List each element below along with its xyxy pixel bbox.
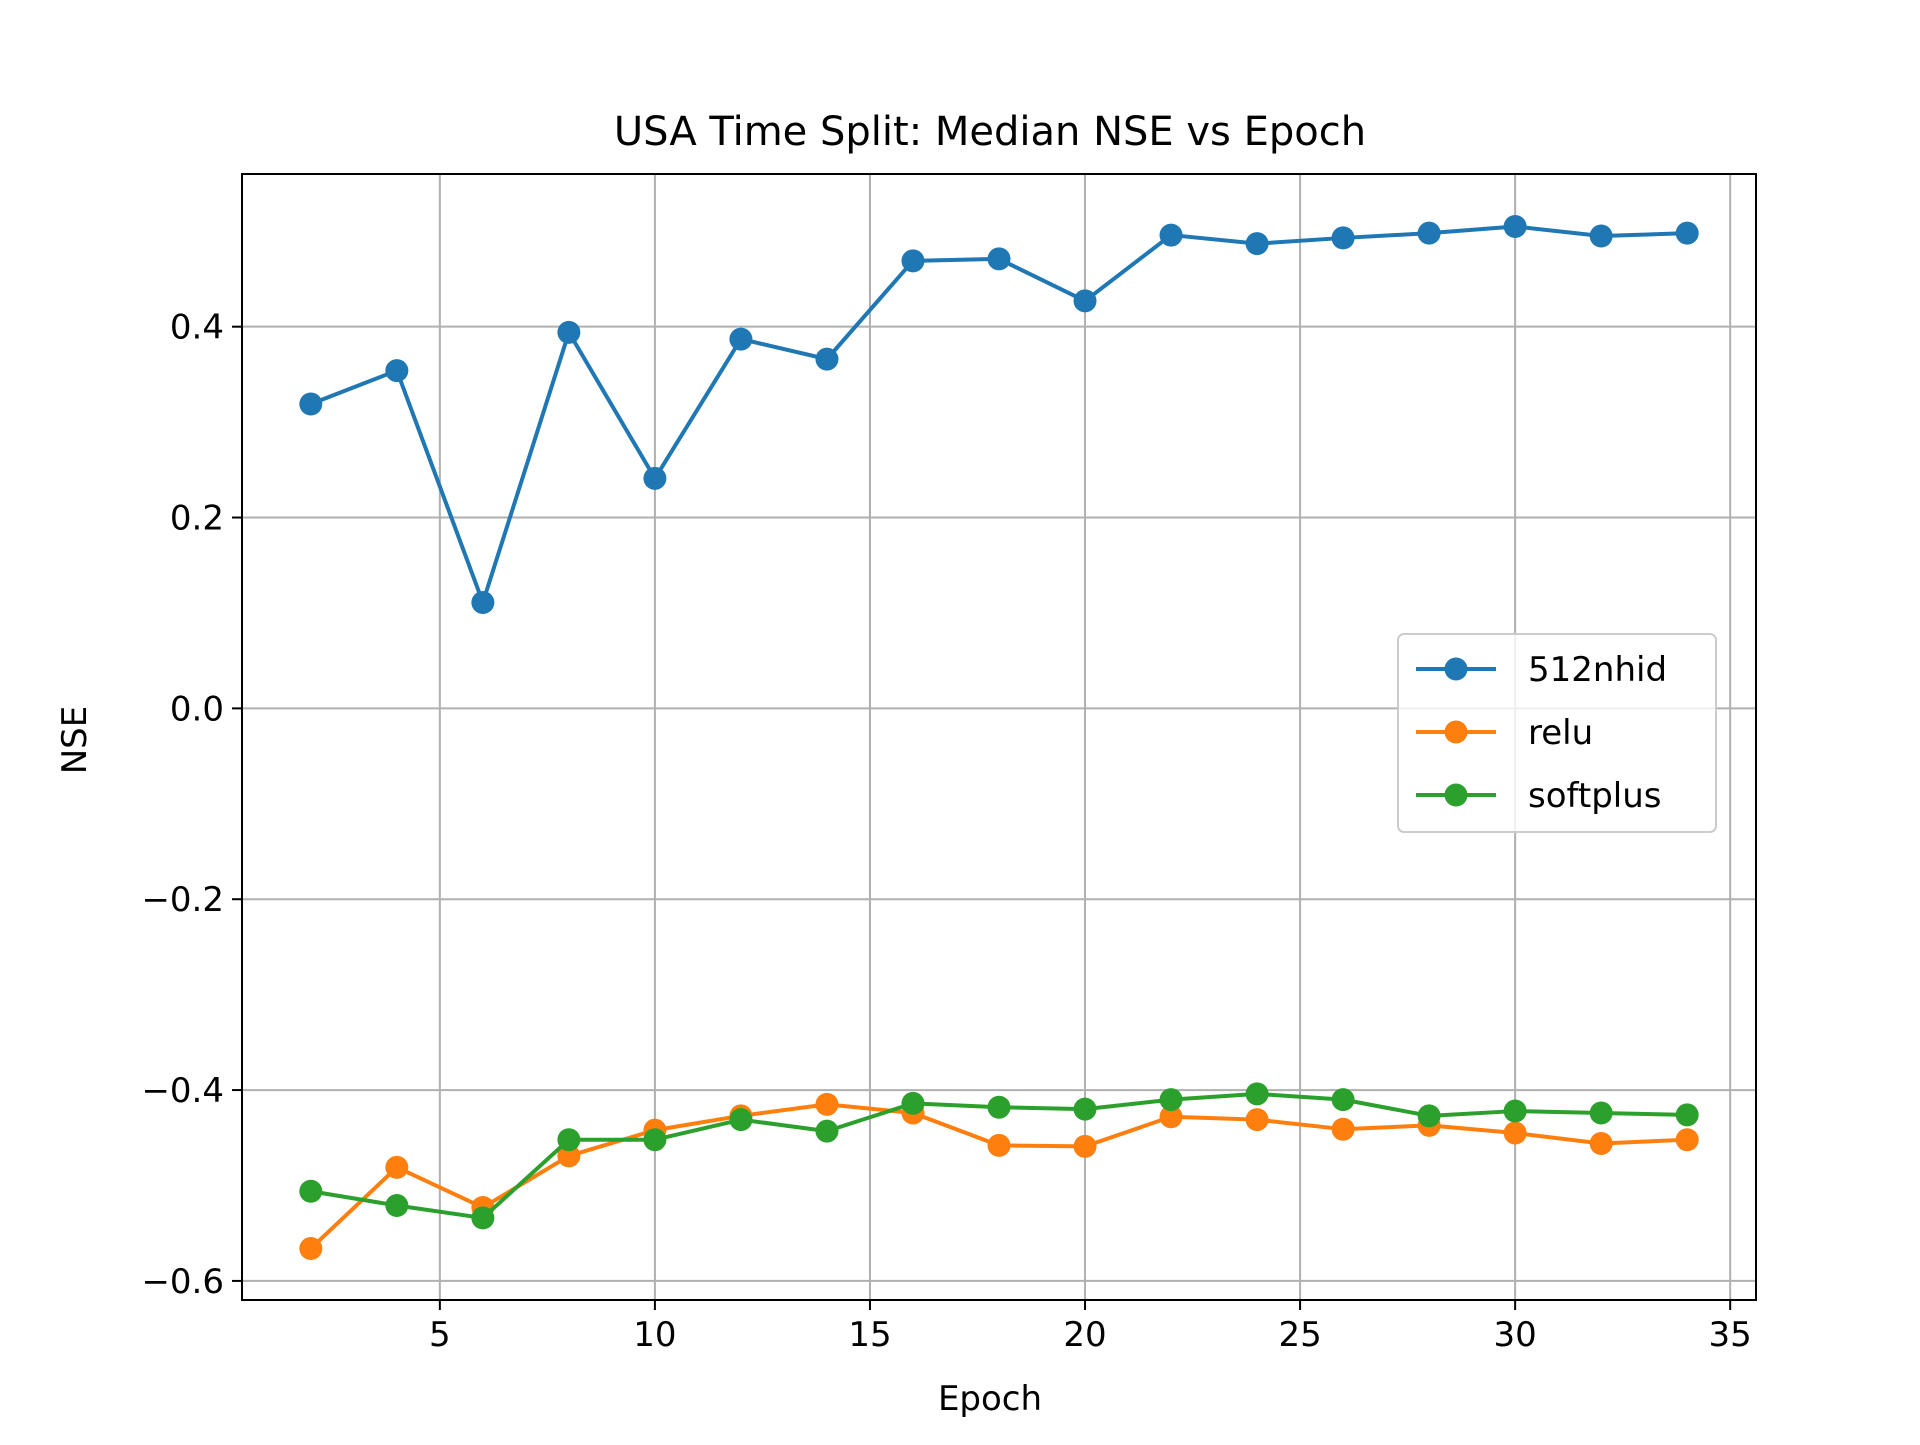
data-point bbox=[1675, 1103, 1699, 1127]
data-point bbox=[729, 327, 753, 351]
data-point bbox=[1073, 1097, 1097, 1121]
legend: 512nhid relu softplus bbox=[1397, 633, 1717, 833]
data-point bbox=[729, 1108, 753, 1132]
data-point bbox=[815, 1119, 839, 1143]
data-point bbox=[471, 1206, 495, 1230]
data-point bbox=[1589, 1101, 1613, 1125]
y-tick-label: 0.0 bbox=[170, 689, 224, 729]
data-point bbox=[1417, 1104, 1441, 1128]
legend-label: relu bbox=[1528, 713, 1593, 753]
data-point bbox=[901, 1091, 925, 1115]
data-point bbox=[1503, 214, 1527, 238]
x-tick-label: 35 bbox=[1709, 1315, 1752, 1355]
data-point bbox=[643, 466, 667, 490]
data-point bbox=[1589, 1132, 1613, 1156]
data-point bbox=[1331, 226, 1355, 250]
data-point bbox=[299, 1179, 323, 1203]
data-point bbox=[1245, 232, 1269, 256]
legend-item-512nhid: 512nhid bbox=[1416, 650, 1667, 690]
legend-marker bbox=[1444, 720, 1468, 744]
data-point bbox=[1159, 1088, 1183, 1112]
data-point bbox=[815, 347, 839, 371]
data-point bbox=[385, 1194, 409, 1218]
data-point bbox=[471, 590, 495, 614]
y-axis-label: NSE bbox=[55, 706, 95, 775]
data-point bbox=[1331, 1088, 1355, 1112]
legend-item-softplus: softplus bbox=[1416, 776, 1662, 816]
data-point bbox=[1073, 289, 1097, 313]
data-point bbox=[1245, 1082, 1269, 1106]
data-point bbox=[901, 249, 925, 273]
data-point bbox=[1503, 1099, 1527, 1123]
data-point bbox=[643, 1128, 667, 1152]
x-axis-label: Epoch bbox=[938, 1379, 1042, 1419]
x-tick-label: 25 bbox=[1278, 1315, 1321, 1355]
data-point bbox=[385, 1155, 409, 1179]
legend-label: 512nhid bbox=[1528, 650, 1667, 690]
data-point bbox=[1331, 1117, 1355, 1141]
x-tick-label: 10 bbox=[633, 1315, 676, 1355]
series-softplus bbox=[299, 1082, 1699, 1230]
data-point bbox=[385, 359, 409, 383]
axes: 5 10 15 20 25 30 35 −0.6 −0.4 −0.2 0.0 0.2 0.4 bbox=[141, 308, 1751, 1355]
legend-marker bbox=[1444, 783, 1468, 807]
y-tick-label: −0.6 bbox=[141, 1262, 224, 1302]
x-tick-label: 30 bbox=[1494, 1315, 1537, 1355]
data-point bbox=[987, 1095, 1011, 1119]
series-512nhid bbox=[299, 214, 1699, 614]
series-layer bbox=[299, 214, 1699, 1260]
plot-frame bbox=[241, 173, 1757, 1301]
data-point bbox=[299, 1236, 323, 1260]
x-tick-label: 20 bbox=[1063, 1315, 1106, 1355]
data-point bbox=[557, 1144, 581, 1168]
legend-item-relu: relu bbox=[1416, 713, 1593, 753]
data-point bbox=[1675, 1128, 1699, 1152]
data-point bbox=[557, 320, 581, 344]
data-point bbox=[1503, 1121, 1527, 1145]
chart-title: USA Time Split: Median NSE vs Epoch bbox=[614, 109, 1366, 155]
legend-label: softplus bbox=[1528, 776, 1662, 816]
data-point bbox=[1159, 1105, 1183, 1129]
data-point bbox=[557, 1128, 581, 1152]
data-point bbox=[1073, 1134, 1097, 1158]
data-point bbox=[1245, 1108, 1269, 1132]
data-point bbox=[1417, 221, 1441, 245]
data-point bbox=[987, 1133, 1011, 1157]
data-point bbox=[299, 392, 323, 416]
data-point bbox=[1589, 224, 1613, 248]
data-point bbox=[1159, 223, 1183, 247]
y-tick-label: 0.4 bbox=[170, 308, 224, 348]
y-tick-label: −0.4 bbox=[141, 1071, 224, 1111]
y-tick-label: −0.2 bbox=[141, 880, 224, 920]
data-point bbox=[1675, 221, 1699, 245]
data-point bbox=[815, 1092, 839, 1116]
x-tick-label: 5 bbox=[429, 1315, 451, 1355]
legend-box bbox=[1397, 633, 1717, 833]
legend-marker bbox=[1444, 657, 1468, 681]
y-tick-label: 0.2 bbox=[170, 499, 224, 539]
data-point bbox=[987, 247, 1011, 271]
x-tick-label: 15 bbox=[848, 1315, 891, 1355]
